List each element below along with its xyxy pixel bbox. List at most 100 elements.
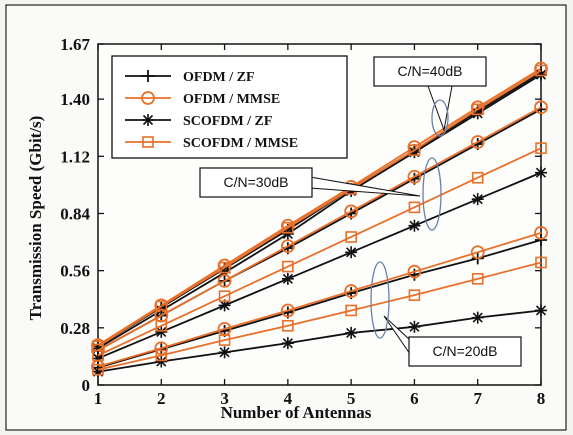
legend-item: OFDM / ZF bbox=[125, 70, 255, 85]
series-line bbox=[97, 73, 542, 350]
data-point bbox=[471, 103, 484, 116]
data-point bbox=[218, 290, 231, 302]
legend-label: OFDM / ZF bbox=[183, 70, 255, 85]
legend-entries: OFDM / ZF OFDM / MMSE SCOFDM / ZF SCOFDM / … bbox=[125, 70, 298, 151]
data-point bbox=[535, 68, 547, 81]
series-line bbox=[97, 261, 542, 371]
data-point bbox=[345, 326, 358, 339]
x-tick-label: 5 bbox=[347, 389, 356, 408]
legend-marker bbox=[142, 114, 154, 126]
series-5 bbox=[91, 100, 548, 358]
data-point bbox=[408, 144, 421, 156]
data-point bbox=[218, 261, 231, 274]
data-point bbox=[281, 272, 294, 285]
data-point bbox=[345, 304, 357, 317]
series-line bbox=[97, 171, 542, 360]
y-axis-label: Transmission Speed (Gbit/s) bbox=[26, 116, 45, 321]
data-point bbox=[535, 142, 547, 154]
callout-30db-ellipse bbox=[422, 157, 442, 231]
data-point bbox=[408, 289, 421, 301]
callout-30db: C/N=30dB bbox=[199, 157, 442, 231]
data-point bbox=[281, 337, 294, 350]
x-tick-label: 4 bbox=[284, 389, 293, 408]
data-point bbox=[282, 221, 294, 234]
series-line bbox=[97, 147, 542, 357]
series-line bbox=[97, 69, 542, 347]
y-tick-label: 0.84 bbox=[60, 204, 90, 223]
series-line bbox=[97, 106, 542, 352]
data-point bbox=[345, 231, 357, 243]
data-point bbox=[218, 334, 231, 346]
x-tick-label: 1 bbox=[94, 389, 103, 408]
legend: OFDM / ZF OFDM / MMSE SCOFDM / ZF SCOFDM / … bbox=[111, 55, 348, 159]
data-point bbox=[155, 355, 168, 368]
callout-30db-text: C/N=30dB bbox=[224, 174, 289, 190]
data-point bbox=[280, 303, 295, 318]
data-point bbox=[345, 246, 358, 259]
series-11 bbox=[92, 256, 547, 376]
y-tick-label: 1.40 bbox=[60, 90, 90, 109]
data-point bbox=[92, 352, 104, 365]
series-9 bbox=[91, 225, 548, 374]
legend-label: SCOFDM / ZF bbox=[183, 114, 272, 129]
y-tick-label: 1.12 bbox=[60, 147, 90, 166]
data-point bbox=[218, 299, 231, 312]
legend-item: SCOFDM / MMSE bbox=[125, 136, 298, 151]
data-point bbox=[217, 273, 232, 288]
legend-marker bbox=[141, 91, 155, 105]
data-point bbox=[471, 273, 484, 285]
data-point bbox=[408, 219, 421, 232]
data-point bbox=[344, 284, 359, 298]
data-point bbox=[344, 204, 359, 219]
y-tick-label: 0 bbox=[82, 376, 91, 395]
data-point bbox=[282, 260, 294, 273]
series-layer bbox=[91, 61, 548, 378]
ticks-layer: 0 0.28 0.56 0.84 1.12 1.40 1.67 1 2 3 4 5 6 7 8 bbox=[60, 35, 545, 408]
x-tick-label: 8 bbox=[537, 389, 546, 408]
data-point bbox=[535, 64, 547, 77]
data-point bbox=[535, 304, 547, 317]
callout-20db: C/N=20dB bbox=[370, 261, 522, 367]
callout-20db-box bbox=[408, 336, 522, 367]
series-10 bbox=[92, 304, 547, 378]
callout-40db-box bbox=[373, 56, 487, 87]
data-point bbox=[281, 227, 294, 240]
data-point bbox=[407, 169, 422, 184]
series-line bbox=[97, 67, 542, 346]
legend-label: SCOFDM / MMSE bbox=[183, 136, 298, 151]
callout-40db-text: C/N=40dB bbox=[398, 63, 463, 79]
data-point bbox=[471, 171, 484, 184]
data-point bbox=[470, 245, 485, 260]
legend-marker bbox=[142, 136, 154, 148]
data-point bbox=[280, 239, 295, 254]
callout-40db-ellipse bbox=[431, 99, 449, 137]
data-point bbox=[535, 234, 547, 247]
data-point bbox=[534, 100, 548, 115]
data-point bbox=[535, 166, 547, 179]
series-line bbox=[97, 309, 542, 373]
data-point bbox=[470, 135, 485, 149]
data-point bbox=[408, 320, 421, 333]
data-point bbox=[407, 264, 422, 279]
legend-item: OFDM / MMSE bbox=[125, 91, 280, 107]
data-point bbox=[535, 256, 547, 269]
y-tick-label: 1.67 bbox=[60, 35, 90, 54]
data-point bbox=[154, 341, 169, 356]
data-point bbox=[471, 311, 484, 324]
data-point bbox=[471, 107, 484, 120]
x-tick-label: 3 bbox=[220, 389, 229, 408]
callout-20db-text: C/N=20dB bbox=[433, 343, 498, 359]
data-point bbox=[534, 225, 548, 240]
callout-30db-box bbox=[199, 167, 313, 198]
data-point bbox=[155, 325, 168, 338]
x-tick-label: 6 bbox=[410, 389, 419, 408]
data-point bbox=[408, 201, 421, 214]
data-point bbox=[218, 346, 231, 359]
series-line bbox=[97, 232, 542, 368]
y-tick-label: 0.28 bbox=[60, 319, 90, 338]
legend-box bbox=[111, 55, 348, 159]
x-axis-label: Number of Antennas bbox=[221, 403, 372, 422]
data-point bbox=[155, 349, 168, 362]
legend-item: SCOFDM / ZF bbox=[125, 114, 272, 129]
